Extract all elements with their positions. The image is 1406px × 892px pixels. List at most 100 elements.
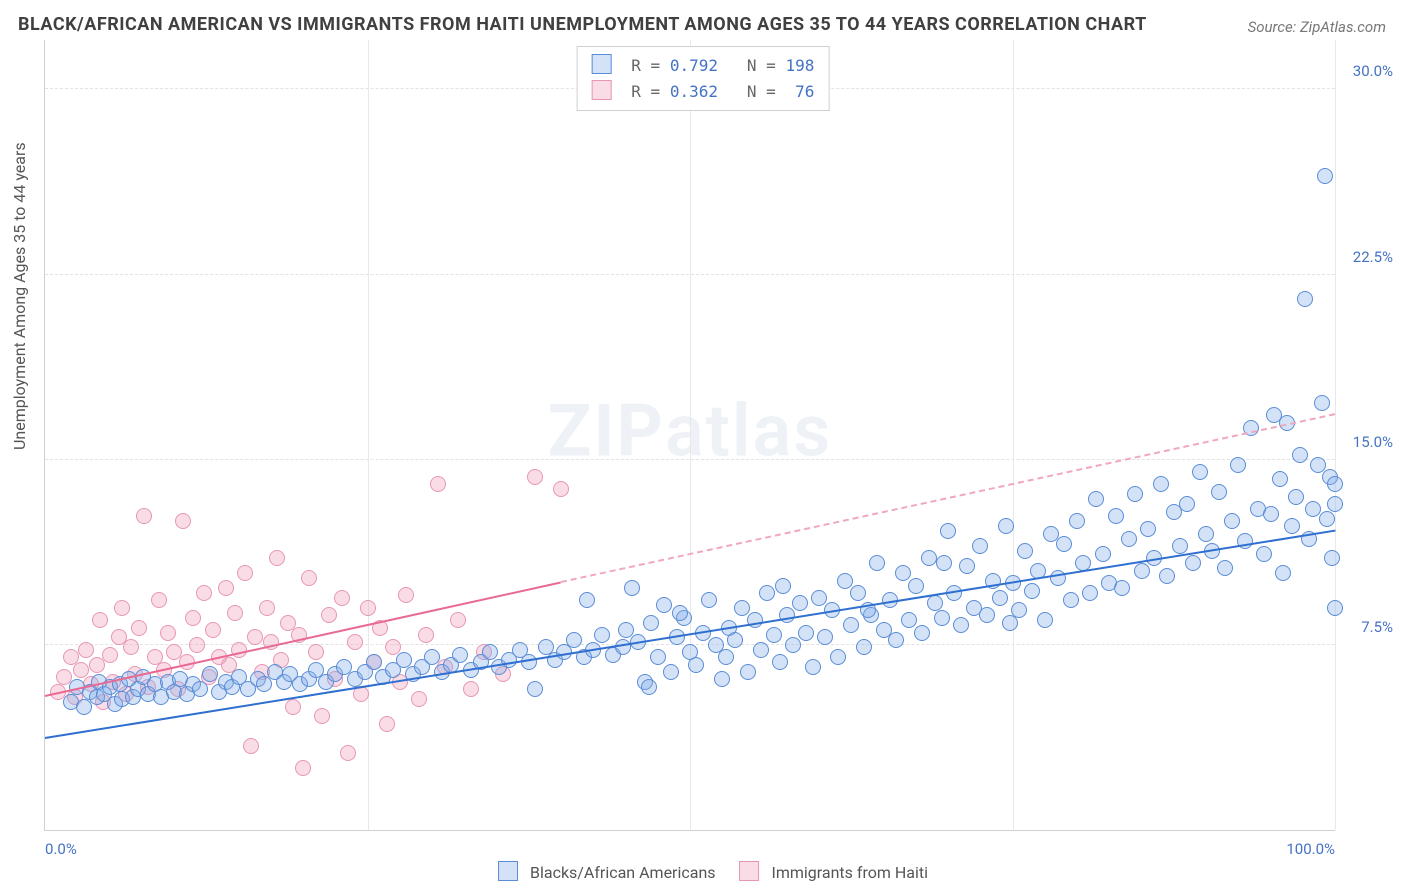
- data-point: [553, 481, 569, 497]
- data-point: [1272, 471, 1288, 487]
- data-point: [1024, 583, 1040, 599]
- legend-swatch-series1-icon: [498, 861, 518, 881]
- data-point: [196, 585, 212, 601]
- data-point: [1217, 560, 1233, 576]
- data-point: [843, 617, 859, 633]
- data-point: [1319, 511, 1335, 527]
- data-point: [663, 664, 679, 680]
- legend-swatch-series2-icon: [740, 861, 760, 881]
- data-point: [914, 625, 930, 641]
- data-point: [527, 469, 543, 485]
- series-legend: Blacks/African Americans Immigrants from…: [478, 861, 928, 882]
- data-point: [936, 555, 952, 571]
- data-point: [1211, 484, 1227, 500]
- data-point: [1327, 476, 1343, 492]
- data-point: [1172, 538, 1188, 554]
- data-point: [1127, 486, 1143, 502]
- data-point: [321, 607, 337, 623]
- plot-area: ZIPatlas 7.5%15.0%22.5%30.0%0.0%100.0%: [44, 40, 1335, 831]
- data-point: [450, 612, 466, 628]
- data-point: [1192, 464, 1208, 480]
- data-point: [959, 558, 975, 574]
- data-point: [1230, 457, 1246, 473]
- data-point: [1314, 395, 1330, 411]
- r-value-1: 0.792: [670, 56, 718, 75]
- data-point: [396, 652, 412, 668]
- data-point: [992, 590, 1008, 606]
- data-point: [566, 632, 582, 648]
- data-point: [1153, 476, 1169, 492]
- data-point: [379, 716, 395, 732]
- data-point: [908, 578, 924, 594]
- source-text: Source: ZipAtlas.com: [1248, 18, 1386, 36]
- data-point: [185, 610, 201, 626]
- data-point: [160, 625, 176, 641]
- data-point: [718, 649, 734, 665]
- data-point: [1256, 546, 1272, 562]
- data-point: [1284, 518, 1300, 534]
- data-point: [131, 620, 147, 636]
- data-point: [1095, 546, 1111, 562]
- data-point: [734, 600, 750, 616]
- data-point: [1108, 508, 1124, 524]
- gridline-v: [690, 40, 691, 830]
- data-point: [340, 745, 356, 761]
- data-point: [1114, 580, 1130, 596]
- data-point: [295, 760, 311, 776]
- data-point: [463, 681, 479, 697]
- data-point: [888, 632, 904, 648]
- series2-name: Immigrants from Haiti: [771, 863, 927, 882]
- data-point: [775, 578, 791, 594]
- y-tick-label: 7.5%: [1343, 618, 1393, 636]
- data-point: [792, 595, 808, 611]
- data-point: [1297, 291, 1313, 307]
- data-point: [753, 642, 769, 658]
- data-point: [1179, 496, 1195, 512]
- data-point: [1263, 506, 1279, 522]
- data-point: [430, 476, 446, 492]
- data-point: [624, 580, 640, 596]
- data-point: [1224, 513, 1240, 529]
- data-point: [1185, 555, 1201, 571]
- data-point: [1056, 536, 1072, 552]
- data-point: [856, 639, 872, 655]
- data-point: [1324, 550, 1340, 566]
- data-point: [779, 607, 795, 623]
- data-point: [850, 585, 866, 601]
- data-point: [1305, 501, 1321, 517]
- data-point: [643, 615, 659, 631]
- y-axis-label: Unemployment Among Ages 35 to 44 years: [10, 142, 29, 450]
- data-point: [934, 610, 950, 626]
- data-point: [672, 605, 688, 621]
- data-point: [740, 664, 756, 680]
- data-point: [102, 647, 118, 663]
- r-value-2: 0.362: [670, 82, 718, 101]
- data-point: [1082, 585, 1098, 601]
- data-point: [817, 629, 833, 645]
- data-point: [227, 605, 243, 621]
- y-tick-label: 15.0%: [1343, 433, 1393, 451]
- data-point: [1198, 526, 1214, 542]
- legend-swatch-blue-icon: [592, 54, 612, 74]
- data-point: [1275, 565, 1291, 581]
- data-point: [618, 622, 634, 638]
- data-point: [269, 550, 285, 566]
- data-point: [940, 523, 956, 539]
- data-point: [1288, 489, 1304, 505]
- data-point: [650, 649, 666, 665]
- data-point: [615, 639, 631, 655]
- data-point: [308, 644, 324, 660]
- data-point: [1037, 612, 1053, 628]
- data-point: [314, 708, 330, 724]
- data-point: [714, 671, 730, 687]
- correlation-row-1: R = 0.792 N = 198: [592, 53, 815, 79]
- data-point: [727, 632, 743, 648]
- data-point: [259, 600, 275, 616]
- data-point: [334, 590, 350, 606]
- data-point: [366, 654, 382, 670]
- data-point: [151, 592, 167, 608]
- data-point: [772, 654, 788, 670]
- data-point: [202, 666, 218, 682]
- data-point: [1327, 600, 1343, 616]
- data-point: [1017, 543, 1033, 559]
